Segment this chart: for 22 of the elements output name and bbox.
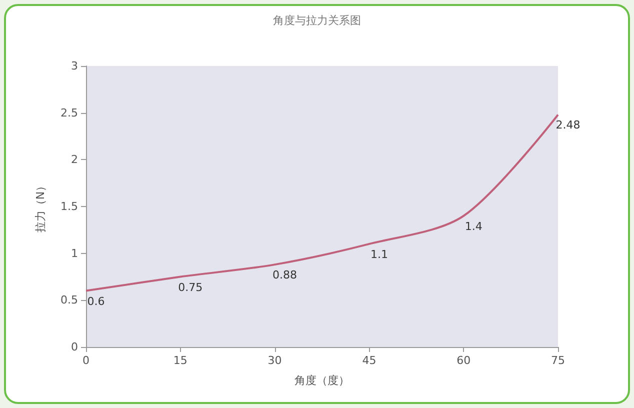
x-axis-title: 角度（度） bbox=[294, 374, 350, 387]
y-tick-label: 1.5 bbox=[60, 200, 78, 213]
x-tick-label: 60 bbox=[456, 354, 471, 367]
data-label: 1.4 bbox=[464, 220, 482, 233]
x-tick-label: 15 bbox=[173, 354, 188, 367]
chart-title: 角度与拉力关系图 bbox=[273, 14, 361, 27]
data-label: 1.1 bbox=[370, 248, 388, 261]
y-axis-title: 拉力（N） bbox=[34, 180, 47, 233]
x-tick-label: 45 bbox=[362, 354, 376, 367]
y-tick-label: 3 bbox=[71, 60, 78, 72]
x-tick-label: 30 bbox=[268, 354, 282, 367]
data-label: 2.48 bbox=[556, 118, 580, 132]
y-tick-label: 2 bbox=[71, 153, 78, 166]
y-tick-label: 2.5 bbox=[60, 106, 78, 120]
x-tick-label: 0 bbox=[82, 354, 90, 367]
y-tick-label: 0.5 bbox=[60, 294, 78, 307]
data-label: 0.88 bbox=[272, 268, 298, 282]
y-tick-label: 1 bbox=[71, 246, 78, 260]
data-label: 0.75 bbox=[178, 280, 203, 294]
y-tick-label: 0 bbox=[71, 340, 78, 354]
x-tick-label: 75 bbox=[551, 354, 565, 367]
data-label: 0.6 bbox=[87, 294, 105, 308]
